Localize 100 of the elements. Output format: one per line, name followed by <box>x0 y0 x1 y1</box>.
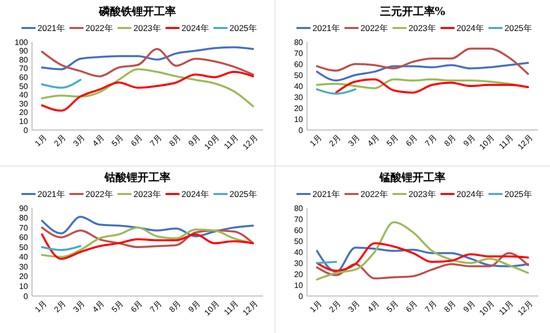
y-tick-label: 40 <box>294 82 304 91</box>
y-tick-label: 40 <box>294 248 304 257</box>
x-tick-label: 10月 <box>478 133 496 152</box>
line-series <box>316 252 529 280</box>
y-tick-label: 40 <box>19 90 29 100</box>
x-tick-label: 9月 <box>186 133 202 148</box>
legend-label: 2021年 <box>312 188 340 199</box>
legend-label: 2023年 <box>134 188 162 199</box>
legend-label: 2023年 <box>408 22 436 33</box>
x-tick-label: 5月 <box>110 299 126 314</box>
y-tick-label: 0 <box>24 126 29 135</box>
y-tick-label: 60 <box>19 73 29 82</box>
line-series <box>41 216 254 238</box>
x-tick-label: 4月 <box>90 299 106 314</box>
y-tick-label: 60 <box>19 233 29 242</box>
y-tick-label: 10 <box>19 117 29 126</box>
x-tick-label: 7月 <box>423 299 438 314</box>
line-series <box>335 78 529 94</box>
legend-label: 2024年 <box>182 188 210 199</box>
x-tick-label: 8月 <box>167 133 183 148</box>
y-tick-label: 10 <box>294 280 304 290</box>
y-tick-label: 0 <box>24 292 29 301</box>
y-tick-label: 50 <box>19 82 29 91</box>
legend-label: 2022年 <box>360 188 388 199</box>
y-tick-label: 80 <box>19 55 29 64</box>
y-tick-label: 30 <box>294 258 304 268</box>
line-series <box>316 221 529 280</box>
legend-label: 2024年 <box>456 22 484 33</box>
legend-label: 2025年 <box>230 188 258 199</box>
legend-label: 2021年 <box>38 188 66 199</box>
y-tick-label: 50 <box>294 70 304 80</box>
x-tick-label: 10月 <box>202 133 222 152</box>
x-tick-label: 7月 <box>423 133 438 148</box>
y-tick-label: 10 <box>294 114 304 124</box>
x-tick-label: 10月 <box>478 299 496 318</box>
legend-label: 2023年 <box>134 22 162 33</box>
legend-label: 2024年 <box>456 188 484 199</box>
x-tick-label: 12月 <box>516 299 534 318</box>
legend-label: 2025年 <box>504 22 532 33</box>
line-series <box>316 62 529 82</box>
x-tick-label: 1月 <box>308 133 324 148</box>
legend-label: 2021年 <box>38 22 66 33</box>
y-tick-label: 70 <box>294 214 304 224</box>
x-tick-label: 11月 <box>497 299 516 317</box>
x-tick-label: 1月 <box>33 133 48 148</box>
line-series <box>41 48 254 78</box>
line-series <box>41 233 254 260</box>
y-tick-label: 80 <box>294 204 304 213</box>
chart-title: 锰酸锂开工率 <box>378 171 446 184</box>
x-tick-label: 2月 <box>52 299 68 314</box>
x-tick-label: 2月 <box>52 133 68 148</box>
y-tick-label: 20 <box>19 108 29 118</box>
y-tick-label: 50 <box>19 242 29 252</box>
x-tick-label: 4月 <box>366 299 381 314</box>
y-tick-label: 20 <box>19 272 29 282</box>
x-tick-label: 12月 <box>241 299 260 318</box>
x-tick-label: 11月 <box>222 299 240 317</box>
y-tick-label: 50 <box>294 236 304 246</box>
y-tick-label: 70 <box>294 48 304 58</box>
x-tick-label: 3月 <box>346 299 362 314</box>
y-tick-label: 60 <box>294 60 304 69</box>
x-tick-label: 7月 <box>148 133 164 148</box>
x-tick-label: 8月 <box>442 299 458 314</box>
x-tick-label: 6月 <box>129 133 144 148</box>
legend-label: 2022年 <box>360 22 388 33</box>
y-tick-label: 90 <box>19 46 29 56</box>
x-tick-label: 12月 <box>516 133 534 152</box>
y-tick-label: 90 <box>19 204 29 213</box>
y-tick-label: 100 <box>14 38 29 47</box>
x-tick-label: 3月 <box>72 299 87 314</box>
x-tick-label: 3月 <box>72 133 87 148</box>
y-tick-label: 0 <box>298 292 304 301</box>
x-tick-label: 2月 <box>327 299 343 314</box>
x-tick-label: 6月 <box>129 299 144 314</box>
x-tick-label: 3月 <box>346 133 362 148</box>
x-tick-label: 11月 <box>497 133 516 151</box>
legend-label: 2025年 <box>230 22 258 33</box>
x-tick-label: 11月 <box>222 133 240 151</box>
line-series <box>316 48 529 75</box>
y-tick-label: 30 <box>19 99 29 108</box>
x-tick-label: 9月 <box>462 299 477 314</box>
x-tick-label: 2月 <box>327 133 343 148</box>
y-tick-label: 80 <box>294 38 304 47</box>
x-tick-label: 1月 <box>33 299 48 314</box>
x-tick-label: 9月 <box>186 299 202 314</box>
y-tick-label: 30 <box>294 92 304 102</box>
x-tick-label: 6月 <box>404 299 420 314</box>
chart-title: 钴酸锂开工率 <box>104 171 170 184</box>
legend-label: 2022年 <box>86 22 114 33</box>
y-tick-label: 70 <box>19 64 29 74</box>
legend-label: 2022年 <box>86 188 114 199</box>
x-tick-label: 6月 <box>404 133 420 148</box>
y-tick-label: 70 <box>19 223 29 232</box>
x-tick-label: 5月 <box>110 133 126 148</box>
x-tick-label: 5月 <box>384 133 400 148</box>
x-tick-label: 5月 <box>384 299 400 314</box>
legend-label: 2024年 <box>182 22 210 33</box>
x-tick-label: 10月 <box>202 299 222 318</box>
x-tick-label: 1月 <box>308 299 324 314</box>
y-tick-label: 30 <box>19 262 29 272</box>
